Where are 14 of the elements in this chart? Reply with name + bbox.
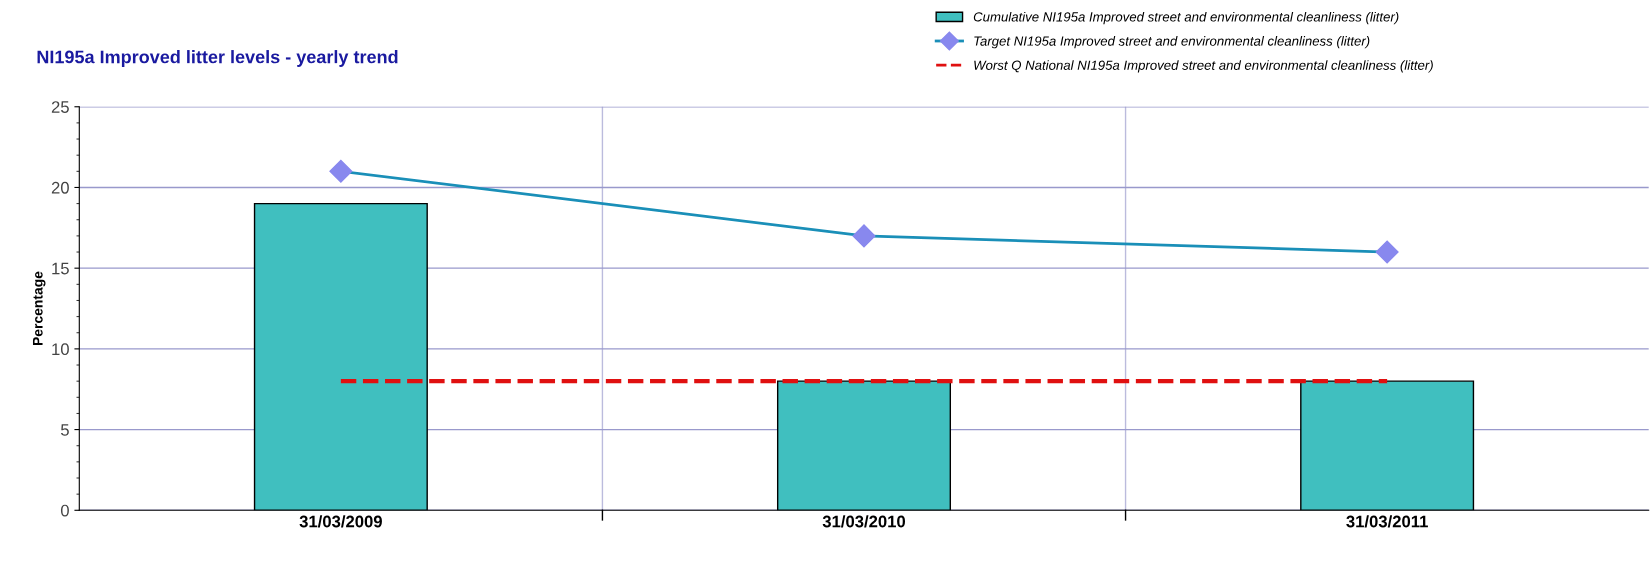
- legend-label: Cumulative NI195a Improved street and environmental cleanliness (litter): [973, 11, 1399, 25]
- chart-title: NI195a Improved litter levels - yearly trend: [37, 50, 398, 67]
- y-axis-title: Percentage: [32, 271, 46, 346]
- x-tick-label: 31/03/2009: [299, 515, 382, 528]
- y-tick-label: 15: [52, 262, 69, 275]
- legend-label: Worst Q National NI195a Improved street and environmental cleanliness (litter): [974, 60, 1433, 73]
- x-tick-label: 31/03/2011: [1346, 515, 1428, 528]
- y-tick-label: 5: [60, 424, 69, 436]
- x-tick-label: 31/03/2010: [822, 515, 906, 528]
- y-tick-label: 0: [60, 504, 69, 517]
- y-tick-label: 10: [52, 343, 69, 356]
- y-tick-label: 20: [51, 181, 69, 194]
- y-tick-label: 25: [51, 101, 69, 113]
- legend-label: Target NI195a Improved street and environmental cleanliness (litter): [974, 36, 1370, 49]
